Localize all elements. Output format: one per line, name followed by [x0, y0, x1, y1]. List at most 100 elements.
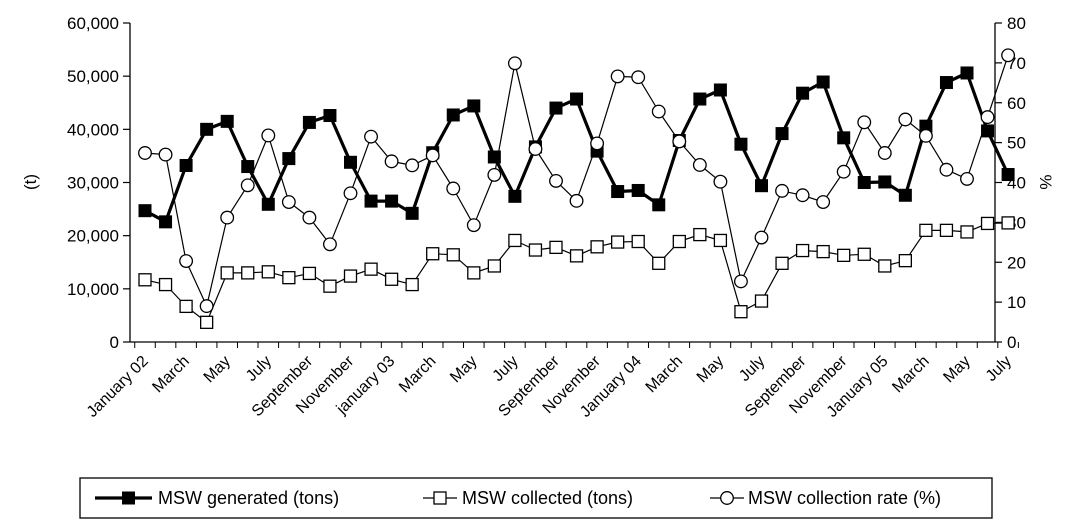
x-tick-label: March	[889, 353, 932, 396]
data-point	[240, 178, 255, 193]
series-3	[138, 48, 1016, 314]
data-point	[241, 266, 255, 280]
data-point	[652, 256, 666, 270]
data-point	[795, 188, 810, 203]
left-tick-label: 40,000	[67, 120, 119, 139]
x-tick-label: May	[447, 353, 480, 386]
data-point	[754, 294, 769, 308]
data-point	[672, 234, 686, 249]
data-point	[199, 315, 214, 329]
data-point	[610, 69, 625, 84]
legend-item-2: MSW collected (tons)	[423, 488, 633, 508]
data-point	[631, 183, 645, 197]
right-tick-label: 80	[1007, 14, 1026, 33]
x-tick-label: March	[643, 353, 686, 396]
data-point	[960, 171, 974, 186]
right-axis-label: %	[1036, 174, 1055, 189]
data-point	[775, 127, 789, 141]
left-tick-label: 30,000	[67, 174, 119, 193]
data-point	[467, 266, 481, 280]
left-tick-label: 10,000	[67, 280, 119, 299]
data-point	[158, 277, 173, 292]
right-tick-label: 20	[1007, 253, 1026, 272]
series-2	[138, 216, 1015, 329]
data-point	[611, 185, 625, 199]
data-point	[857, 176, 871, 189]
x-tick-label: July	[736, 353, 768, 385]
data-point	[159, 215, 173, 229]
legend-label: MSW collection rate (%)	[748, 488, 941, 508]
data-point	[384, 272, 399, 286]
data-point	[199, 299, 214, 314]
data-point	[446, 108, 460, 122]
data-point	[590, 136, 605, 151]
left-axis-label: (t)	[21, 174, 40, 190]
right-tick-label: 60	[1007, 94, 1026, 113]
legend: MSW generated (tons) MSW collected (tons)…	[79, 477, 993, 519]
data-point	[323, 237, 337, 252]
data-point	[446, 248, 460, 262]
data-point	[138, 204, 152, 218]
data-point	[775, 256, 789, 270]
data-point	[898, 254, 912, 268]
data-point	[508, 233, 522, 248]
data-point	[426, 247, 440, 261]
x-tick-label: May	[694, 353, 727, 386]
data-point	[980, 110, 995, 125]
data-point	[405, 158, 420, 173]
legend-box	[79, 477, 993, 519]
data-point	[385, 194, 399, 208]
data-point	[569, 193, 584, 208]
data-point	[220, 266, 234, 280]
data-point	[302, 115, 316, 129]
data-point	[508, 189, 522, 203]
data-point	[590, 240, 604, 254]
data-point	[652, 198, 666, 212]
data-point	[384, 154, 399, 169]
data-point	[302, 210, 317, 225]
data-point	[323, 109, 337, 123]
data-point	[836, 164, 851, 179]
data-point	[528, 142, 543, 156]
data-point	[343, 269, 358, 283]
legend-label: MSW generated (tons)	[158, 488, 339, 508]
legend-marker	[433, 491, 447, 505]
data-point	[734, 137, 748, 151]
data-point	[878, 259, 892, 273]
right-tick-label: 10	[1007, 293, 1026, 312]
data-point	[755, 179, 768, 193]
data-point	[467, 99, 481, 113]
data-point	[857, 247, 871, 261]
data-point	[507, 56, 522, 71]
x-tick-label: July	[243, 353, 275, 385]
data-point	[980, 216, 995, 231]
data-point	[179, 158, 193, 172]
data-point	[323, 279, 337, 293]
data-point	[261, 265, 275, 279]
data-point	[837, 131, 851, 145]
data-point	[302, 266, 317, 281]
data-point	[775, 183, 790, 198]
data-point	[693, 227, 707, 242]
data-point	[939, 76, 953, 90]
data-point	[466, 218, 481, 233]
data-point	[549, 240, 563, 255]
data-point	[138, 146, 152, 160]
data-point	[179, 254, 194, 269]
data-point	[692, 158, 707, 172]
legend-label: MSW collected (tons)	[462, 488, 633, 508]
data-point	[795, 243, 810, 258]
data-point	[672, 134, 687, 149]
data-point	[631, 234, 645, 249]
left-tick-label: 60,000	[67, 14, 119, 33]
left-tick-label: 50,000	[67, 67, 119, 86]
data-point	[816, 75, 830, 89]
data-point	[138, 273, 152, 287]
data-point	[220, 210, 235, 225]
data-point	[425, 148, 440, 163]
data-point	[487, 259, 502, 273]
legend-item-3: MSW collection rate (%)	[710, 488, 941, 508]
data-point	[364, 194, 378, 208]
left-tick-label: 20,000	[67, 227, 119, 246]
